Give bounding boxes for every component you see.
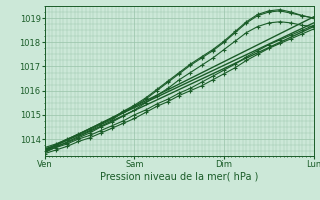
X-axis label: Pression niveau de la mer( hPa ): Pression niveau de la mer( hPa ) (100, 172, 258, 182)
